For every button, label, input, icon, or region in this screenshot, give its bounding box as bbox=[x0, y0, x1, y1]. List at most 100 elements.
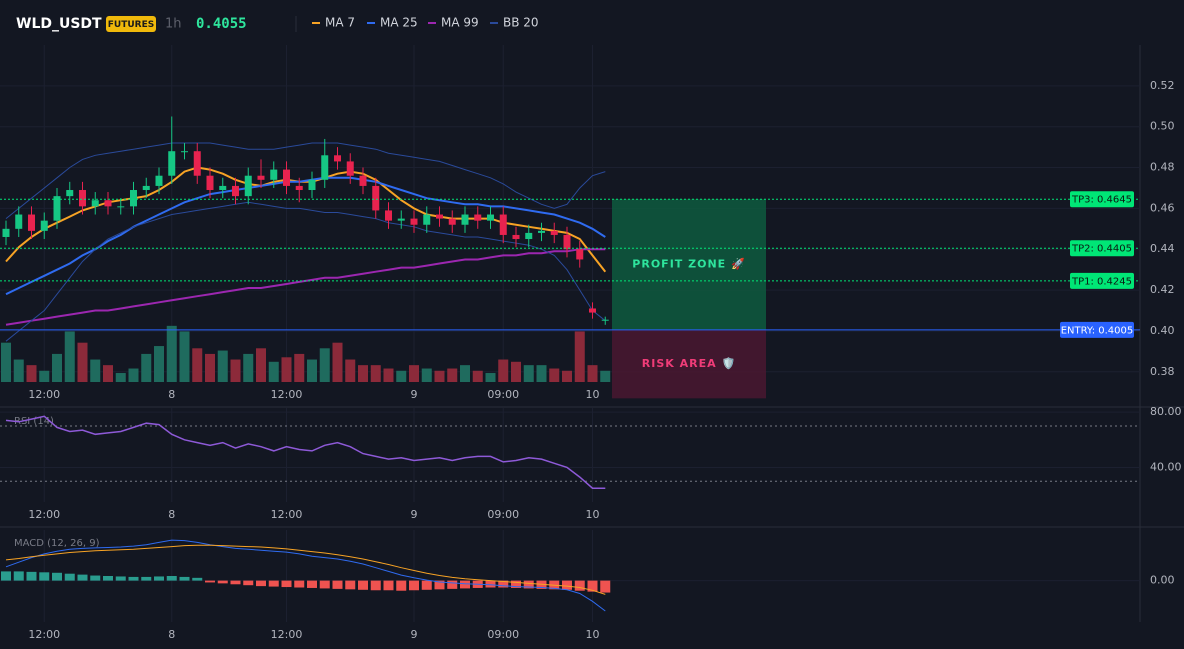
volume-bar bbox=[319, 348, 330, 382]
x-tick-label: 12:00 bbox=[28, 628, 60, 641]
histogram-bar bbox=[332, 580, 343, 589]
histogram-bar bbox=[64, 573, 75, 581]
volume-bar bbox=[90, 359, 101, 382]
symbol: WLD_USDT bbox=[16, 16, 102, 32]
level-label-bg bbox=[1070, 240, 1134, 257]
volume-bar bbox=[256, 348, 266, 382]
volume-bar bbox=[281, 357, 292, 382]
histogram-bar bbox=[409, 580, 419, 591]
histogram-bar bbox=[243, 580, 254, 586]
rsi-line bbox=[5, 415, 606, 489]
y-tick-label: 0.48 bbox=[1150, 161, 1175, 174]
y-tick-label: 40.00 bbox=[1150, 460, 1182, 473]
zone-label: RISK AREA 🛡️ bbox=[642, 357, 736, 370]
histogram-bar bbox=[345, 580, 356, 590]
histogram-bar bbox=[498, 580, 509, 588]
y-tick-label: 0.38 bbox=[1150, 365, 1175, 378]
volume-bar bbox=[179, 331, 190, 382]
histogram-bar bbox=[179, 576, 190, 581]
candle-body bbox=[512, 234, 520, 240]
volume-bar bbox=[103, 365, 113, 382]
candle-body bbox=[334, 155, 341, 162]
volume-bar bbox=[600, 370, 611, 382]
volume-bar bbox=[13, 359, 24, 382]
volume-bar bbox=[396, 370, 407, 382]
volume-bar bbox=[192, 348, 203, 382]
x-tick-label: 10 bbox=[586, 628, 600, 641]
x-tick-label: 12:00 bbox=[28, 508, 60, 521]
candle-body bbox=[219, 185, 227, 191]
legend-label: MA 25 bbox=[380, 16, 418, 30]
volume-bar bbox=[511, 361, 521, 382]
candle-body bbox=[155, 175, 163, 186]
histogram-bar bbox=[396, 580, 407, 591]
histogram-bar bbox=[52, 572, 62, 581]
histogram-bar bbox=[460, 580, 470, 589]
candle-body bbox=[525, 232, 533, 240]
candle-body bbox=[295, 185, 303, 191]
level-label: TP2: 0.4405 bbox=[1071, 244, 1132, 255]
volume-bar bbox=[128, 368, 139, 382]
histogram-bar bbox=[511, 580, 521, 588]
candle-body bbox=[576, 249, 584, 260]
y-tick-label: 0.40 bbox=[1150, 324, 1175, 337]
x-tick-label: 9 bbox=[411, 628, 418, 641]
candle-body bbox=[436, 214, 443, 219]
candle-body bbox=[283, 169, 290, 186]
volume-bar bbox=[1, 342, 11, 382]
candle-body bbox=[448, 218, 456, 225]
volume-bar bbox=[230, 359, 241, 382]
candle-body bbox=[308, 179, 316, 191]
candle-body bbox=[270, 169, 278, 180]
candle-body bbox=[385, 210, 392, 221]
candle-body bbox=[321, 155, 329, 180]
histogram-bar bbox=[600, 580, 611, 593]
candle-body bbox=[104, 200, 112, 207]
bollinger-upper bbox=[5, 142, 606, 219]
volume-bar bbox=[64, 331, 75, 382]
volume-bar bbox=[26, 365, 37, 382]
candle-body bbox=[181, 151, 188, 153]
volume-bar bbox=[166, 325, 177, 382]
x-tick-label: 12:00 bbox=[271, 388, 303, 401]
last-price: 0.4055 bbox=[196, 16, 247, 32]
candle-body bbox=[563, 234, 571, 250]
volume-bar bbox=[549, 368, 560, 382]
candle-body bbox=[2, 228, 10, 237]
candle-body bbox=[193, 151, 201, 176]
candle-body bbox=[91, 200, 99, 207]
histogram-bar bbox=[370, 580, 381, 591]
level-label-bg bbox=[1060, 321, 1134, 338]
y-tick-label: 0.44 bbox=[1150, 242, 1175, 255]
volume-bar bbox=[332, 342, 343, 382]
panel-title: MACD (12, 26, 9) bbox=[14, 538, 100, 549]
histogram-bar bbox=[154, 576, 164, 581]
histogram-bar bbox=[485, 580, 496, 588]
level-label: TP3: 0.4645 bbox=[1071, 195, 1132, 206]
volume-bar bbox=[115, 373, 126, 382]
x-tick-label: 12:00 bbox=[271, 628, 303, 641]
zone bbox=[612, 199, 766, 330]
volume-bar bbox=[358, 365, 368, 382]
y-tick-label: 80.00 bbox=[1150, 405, 1182, 418]
x-tick-label: 8 bbox=[168, 388, 175, 401]
candle-body bbox=[499, 214, 507, 235]
candle-body bbox=[15, 214, 23, 229]
histogram-bar bbox=[307, 580, 317, 588]
volume-bar bbox=[141, 353, 152, 382]
badge: FUTURES bbox=[108, 20, 154, 30]
candle-body bbox=[474, 214, 482, 221]
histogram-bar bbox=[166, 576, 177, 581]
volume-bar bbox=[345, 359, 356, 382]
histogram-bar bbox=[281, 580, 292, 588]
zone bbox=[612, 329, 766, 399]
level-label-bg bbox=[1070, 191, 1134, 208]
volume-bar bbox=[472, 370, 483, 382]
candle-body bbox=[117, 206, 125, 208]
candle-body bbox=[550, 230, 558, 235]
volume-bar bbox=[243, 353, 254, 382]
x-tick-label: 09:00 bbox=[487, 388, 519, 401]
candle-body bbox=[79, 190, 86, 207]
candle-body bbox=[130, 190, 137, 207]
